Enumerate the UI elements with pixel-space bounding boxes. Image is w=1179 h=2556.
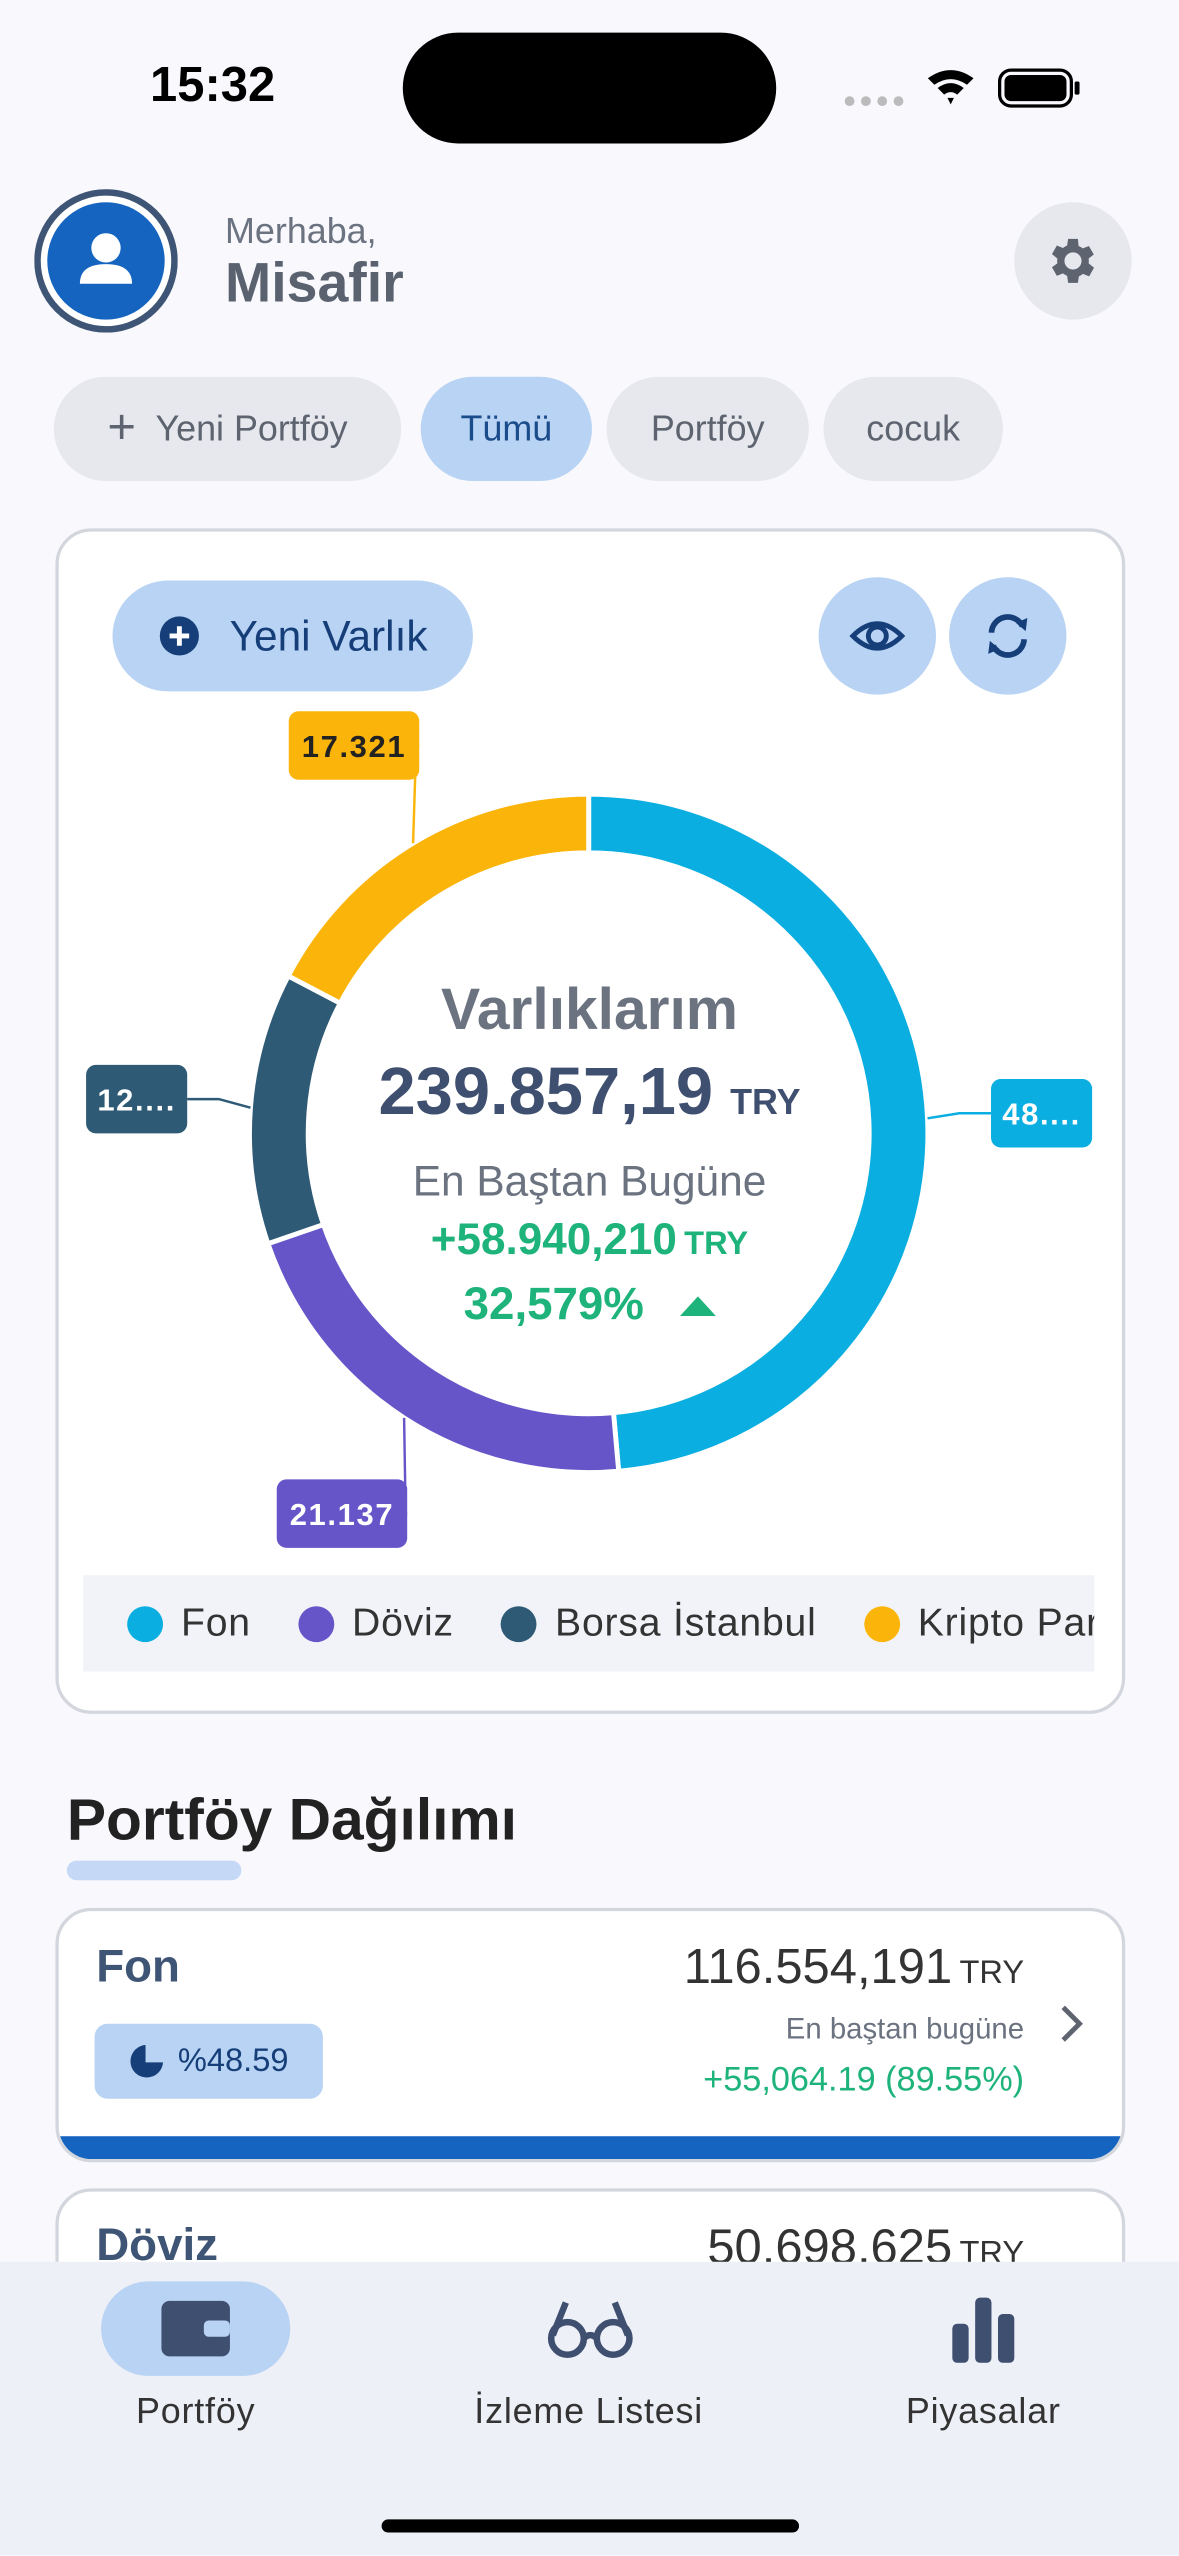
refresh-button[interactable] [949, 577, 1067, 695]
total-row: 239.857,19 TRY [0, 1053, 1179, 1130]
tab[interactable]: cocuk [823, 376, 1003, 482]
status-time: 15:32 [150, 58, 276, 113]
item-name: Fon [96, 1940, 180, 1992]
leader-line [187, 1097, 251, 1109]
legend-label: Kripto Para [917, 1600, 1094, 1645]
tab-label: Yeni Portföy [155, 407, 348, 449]
card-accent [58, 2136, 1122, 2160]
legend-swatch [863, 1605, 900, 1642]
donut-segment [586, 791, 931, 1474]
plus-icon: + [107, 401, 136, 455]
pie-icon [130, 2043, 165, 2078]
legend-item: Fon [127, 1601, 251, 1647]
total-unit: TRY [730, 1081, 801, 1122]
legend-swatch [127, 1605, 164, 1642]
item-amount: 116.554,191 [683, 1940, 953, 1995]
status-icons [844, 68, 1080, 108]
legend-item: Döviz [298, 1601, 454, 1647]
legend-label: Borsa İstanbul [555, 1600, 817, 1645]
chevron [1061, 2005, 1083, 2042]
new-portfolio-tab[interactable]: + Yeni Portföy [53, 376, 402, 482]
change-percent: 32,579% [463, 1278, 644, 1330]
value-label: 17.321 [302, 729, 407, 764]
visibility-button[interactable] [818, 577, 937, 695]
legend: Fon Döviz Borsa İstanbul Kripto Para [83, 1575, 1095, 1672]
glasses-icon[interactable] [546, 2296, 634, 2361]
change-unit: TRY [684, 1226, 749, 1263]
value-label-box [288, 711, 420, 780]
leader-line [927, 1112, 992, 1120]
donut-chart: 48.... 21.137 12.... 17.321 [86, 711, 1093, 1548]
settings-button[interactable] [1014, 202, 1132, 320]
value-label: 12.... [97, 1083, 176, 1118]
since-label: En baştan bugüne [785, 2012, 1025, 2045]
nav-active-pill[interactable] [101, 2281, 291, 2376]
avatar[interactable] [34, 189, 178, 333]
share-value: %48.59 [177, 2042, 289, 2079]
value-label: 21.137 [290, 1497, 395, 1532]
chart-title: Varlıklarım [440, 975, 738, 1043]
home-indicator [381, 2519, 800, 2533]
value-label-box [991, 1079, 1093, 1148]
value-label: 48.... [1002, 1097, 1081, 1132]
item-unit: TRY [959, 1955, 1025, 1992]
value-label-box [276, 1479, 408, 1548]
legend-swatch [501, 1605, 538, 1642]
dynamic-island [402, 32, 777, 144]
legend-label: Fon [181, 1600, 251, 1645]
button-label: Yeni Varlık [229, 610, 428, 660]
item-change: +55,064.19 (89.55%) [703, 2061, 1025, 2099]
eye-icon [849, 621, 906, 651]
item-amount-row: 116.554,191 TRY [684, 1941, 1024, 1996]
legend-label: Döviz [352, 1600, 454, 1645]
nav-label[interactable]: İzleme Listesi [474, 2390, 704, 2432]
change-percent-row: 32,579% [0, 1278, 1179, 1330]
gear-icon [1051, 238, 1095, 283]
legend-item: Kripto Para [863, 1600, 1094, 1647]
legend-item: Borsa İstanbul [501, 1601, 816, 1647]
tab[interactable]: Portföy [606, 376, 809, 482]
share-badge: %48.59 [94, 2023, 323, 2099]
title-underline [66, 1860, 242, 1881]
wallet-icon [161, 2300, 230, 2357]
chart-subtitle: En Baştan Bugüne [412, 1156, 767, 1206]
bar-icon[interactable] [951, 2294, 1016, 2363]
change-row: +58.940,210 TRY [0, 1215, 1179, 1266]
section-title: Portföy Dağılımı [66, 1785, 517, 1853]
greeting: Merhaba, [225, 210, 377, 252]
up-triangle [679, 1296, 716, 1316]
new-asset-button[interactable]: Yeni Varlık [112, 580, 473, 692]
tab-active[interactable]: Tümü [420, 376, 592, 482]
nav-label[interactable]: Piyasalar [905, 2390, 1061, 2432]
change-value: +58.940,210 [430, 1214, 677, 1264]
total-value: 239.857,19 [378, 1053, 714, 1129]
nav-label[interactable]: Portföy [135, 2390, 256, 2432]
value-label-box [86, 1064, 188, 1134]
donut-segment [284, 791, 592, 1007]
legend-swatch [298, 1605, 335, 1642]
item-name: Döviz [96, 2219, 219, 2270]
refresh-icon [988, 614, 1028, 658]
chart-card [55, 528, 1126, 1714]
user-name: Misafir [225, 252, 404, 315]
plus-circle-icon [159, 616, 199, 656]
